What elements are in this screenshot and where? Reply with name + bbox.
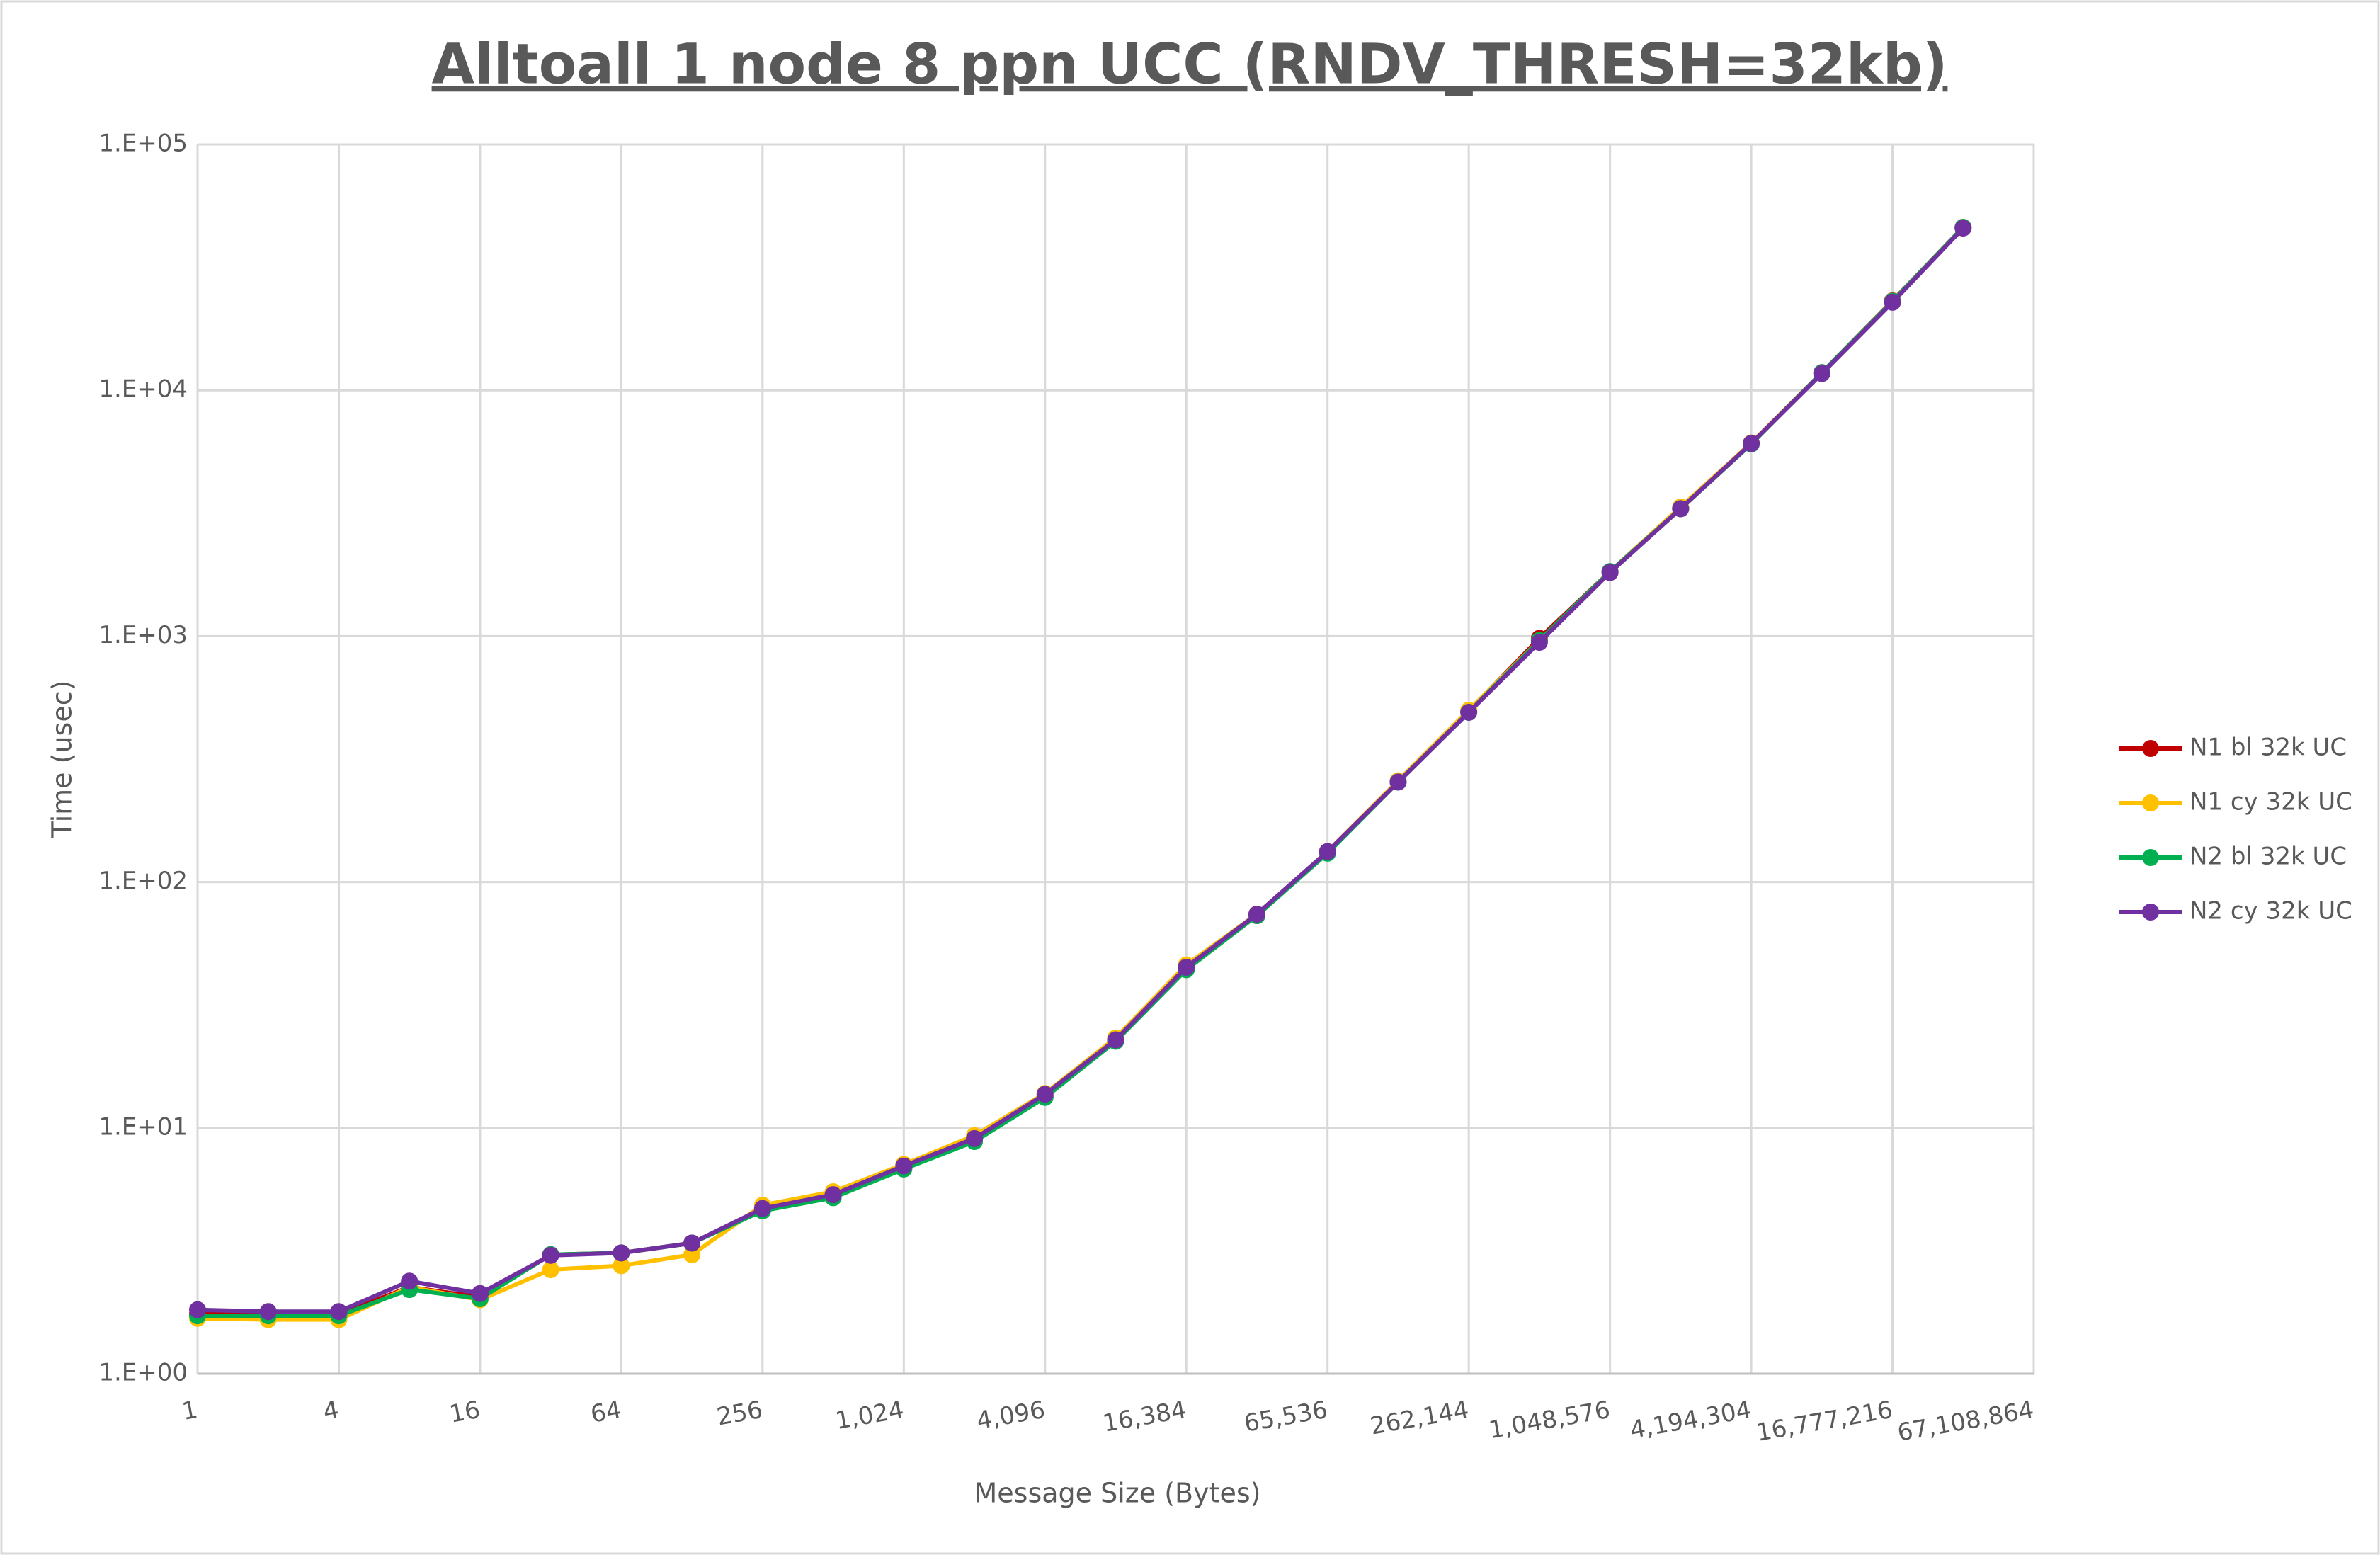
data-point bbox=[683, 1234, 701, 1252]
legend-label: N1 cy 32k UC bbox=[2190, 788, 2352, 816]
data-point bbox=[1813, 365, 1830, 382]
y-tick-label: 1.E+02 bbox=[98, 867, 188, 895]
legend-label: N2 bl 32k UC bbox=[2190, 843, 2347, 871]
legend-marker bbox=[2142, 740, 2159, 757]
data-point bbox=[613, 1257, 630, 1275]
data-point bbox=[1036, 1086, 1054, 1103]
legend-marker bbox=[2142, 849, 2159, 866]
series-line bbox=[197, 227, 1965, 1314]
legend-label: N2 cy 32k UC bbox=[2190, 897, 2352, 925]
data-point bbox=[542, 1261, 559, 1279]
data-point bbox=[1107, 1031, 1124, 1049]
y-axis-title: Time (usec) bbox=[47, 680, 78, 839]
y-tick-label: 1.E+04 bbox=[98, 375, 188, 404]
data-point bbox=[1743, 435, 1760, 452]
x-tick-label: 16 bbox=[448, 1396, 483, 1429]
data-point bbox=[895, 1157, 913, 1175]
series bbox=[189, 220, 1972, 1321]
data-point bbox=[1672, 500, 1690, 518]
data-point bbox=[542, 1246, 559, 1264]
data-point bbox=[1884, 293, 1901, 311]
x-axis-title: Message Size (Bytes) bbox=[974, 1478, 1261, 1509]
data-point bbox=[1248, 906, 1265, 923]
data-point bbox=[753, 1200, 771, 1217]
data-point bbox=[1601, 564, 1619, 581]
data-point bbox=[1389, 773, 1407, 791]
data-point bbox=[1319, 843, 1336, 860]
data-point bbox=[1460, 703, 1478, 721]
x-tick-label: 64 bbox=[588, 1396, 624, 1429]
legend-marker bbox=[2142, 794, 2159, 811]
data-point bbox=[401, 1272, 419, 1290]
data-point bbox=[1954, 220, 1972, 237]
legend-marker bbox=[2142, 904, 2159, 921]
chart-title: Alltoall 1 node 8 ppn UCC (RNDV_THRESH=3… bbox=[432, 33, 1948, 96]
y-tick-label: 1.E+00 bbox=[98, 1359, 188, 1387]
data-point bbox=[330, 1303, 348, 1321]
data-point bbox=[613, 1244, 630, 1262]
data-point bbox=[1178, 959, 1195, 976]
y-tick-label: 1.E+05 bbox=[98, 130, 188, 158]
data-point bbox=[189, 1301, 206, 1318]
data-point bbox=[966, 1129, 984, 1147]
legend-label: N1 bl 32k UC bbox=[2190, 734, 2347, 762]
y-tick-label: 1.E+01 bbox=[98, 1112, 188, 1141]
data-point bbox=[1530, 634, 1548, 651]
y-tick-label: 1.E+03 bbox=[98, 621, 188, 649]
data-point bbox=[824, 1186, 842, 1204]
data-point bbox=[259, 1303, 277, 1321]
data-point bbox=[471, 1285, 489, 1302]
